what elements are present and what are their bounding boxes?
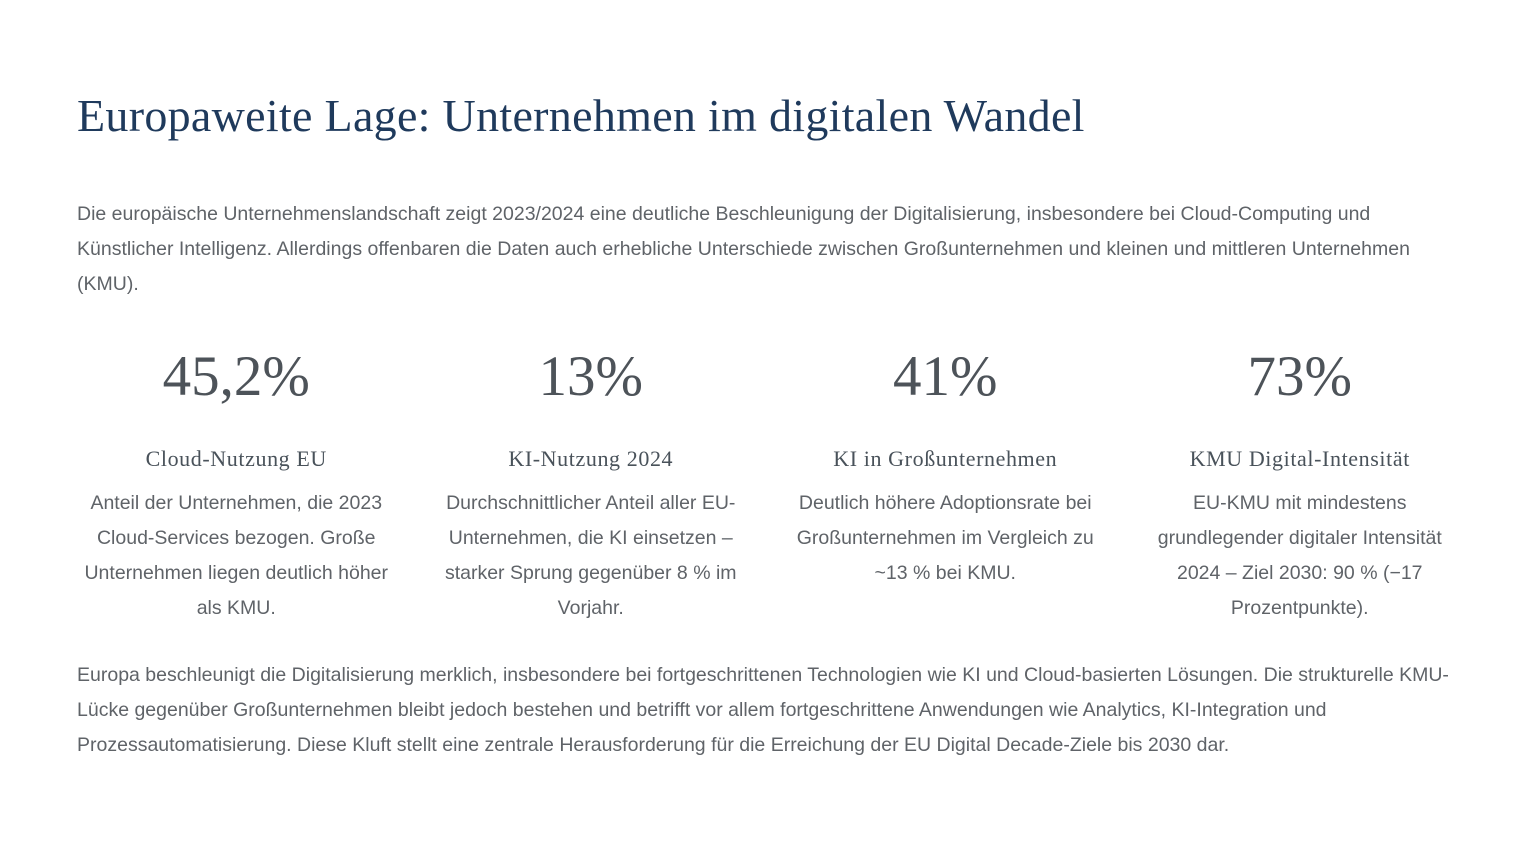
stat-description: Anteil der Unternehmen, die 2023 Cloud-S… [84,491,389,619]
stat-label: KMU Digital-Intensität [1189,445,1410,471]
stat-value: 13% [538,344,643,408]
stat-description: Durchschnittlicher Anteil aller EU-Unter… [444,491,737,619]
stat-kmu-digital-intensitaet: 73% KMU Digital-Intensität EU-KMU mit mi… [1141,344,1460,626]
conclusion-paragraph: Europa beschleunigt die Digitalisierung … [77,663,1449,756]
stat-label: KI in Großunternehmen [833,445,1058,471]
stat-cloud-nutzung: 45,2% Cloud-Nutzung EU Anteil der Untern… [77,344,396,626]
intro-paragraph: Die europäische Unternehmenslandschaft z… [77,202,1410,295]
page-title: Europaweite Lage: Unternehmen im digital… [77,90,1085,141]
stats-row: 45,2% Cloud-Nutzung EU Anteil der Untern… [77,344,1460,626]
stat-description: Deutlich höhere Adoptionsrate bei Großun… [796,491,1094,584]
stat-label: KI-Nutzung 2024 [508,445,674,471]
stat-label: Cloud-Nutzung EU [145,445,327,471]
stat-ki-nutzung: 13% KI-Nutzung 2024 Durchschnittlicher A… [432,344,751,626]
stat-value: 73% [1247,344,1352,408]
stat-value: 41% [893,344,998,408]
report-section: Europaweite Lage: Unternehmen im digital… [0,90,1536,763]
stat-value: 45,2% [162,344,310,408]
stat-ki-grossunternehmen: 41% KI in Großunternehmen Deutlich höher… [786,344,1105,626]
stat-description: EU-KMU mit mindestens grundlegender digi… [1157,491,1442,619]
